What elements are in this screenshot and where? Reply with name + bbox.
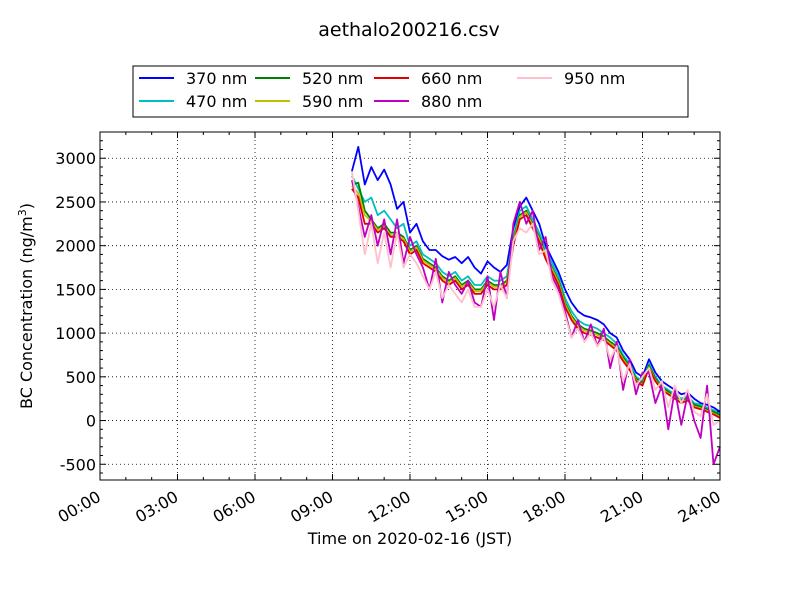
grid-lines — [100, 132, 720, 480]
y-tick-label: 0 — [86, 412, 96, 431]
y-tick-label: -500 — [60, 455, 96, 474]
series-line-0 — [351, 145, 721, 413]
legend-label-6: 950 nm — [564, 69, 625, 88]
plot-frame — [99, 131, 721, 481]
legend-label-1: 470 nm — [186, 92, 247, 111]
y-axis-label-end: ) — [17, 203, 36, 209]
legend-label-0: 370 nm — [186, 69, 247, 88]
legend: 370 nm 470 nm 520 nm 590 nm 660 nm 880 nm 950 … — [132, 65, 689, 118]
y-axis-label: BC Concentration (ng/m3) — [16, 203, 36, 409]
legend-label-5: 880 nm — [421, 92, 482, 111]
y-tick-label: 1500 — [55, 280, 96, 299]
legend-label-3: 590 nm — [302, 92, 363, 111]
y-axis-label-superscript: 3 — [16, 209, 29, 216]
series-line-5 — [351, 179, 721, 466]
legend-box — [132, 65, 689, 118]
y-tick-label: 3000 — [55, 149, 96, 168]
series-line-6 — [351, 171, 721, 426]
y-axis-label-main: BC Concentration (ng/m — [17, 216, 36, 409]
y-tick-label: 500 — [65, 368, 96, 387]
legend-label-2: 520 nm — [302, 69, 363, 88]
chart-title: aethalo200216.csv — [318, 19, 500, 41]
x-axis-label: Time on 2020-02-16 (JST) — [307, 529, 512, 548]
y-tick-label: 1000 — [55, 324, 96, 343]
y-tick-label: 2000 — [55, 237, 96, 256]
legend-label-4: 660 nm — [421, 69, 482, 88]
series-lines — [351, 145, 721, 466]
y-tick-label: 2500 — [55, 193, 96, 212]
